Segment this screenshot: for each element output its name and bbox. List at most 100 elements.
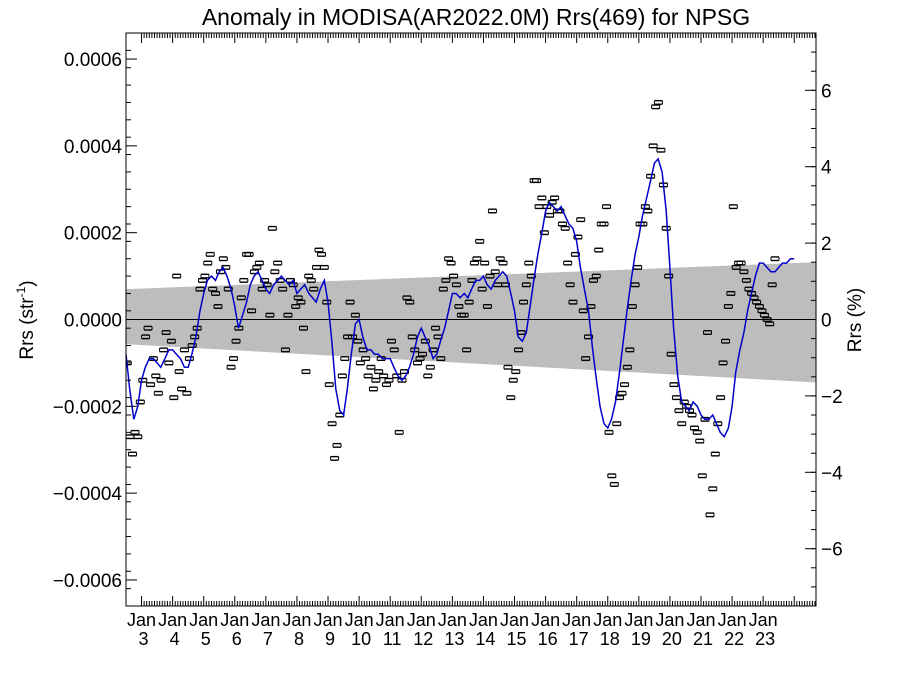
data-point <box>208 286 218 292</box>
data-point <box>130 429 140 435</box>
data-point <box>203 260 213 266</box>
data-point <box>397 377 407 383</box>
data-point <box>482 303 492 309</box>
data-point <box>161 330 171 336</box>
data-point <box>723 303 733 309</box>
data-point <box>283 312 293 318</box>
data-point <box>576 217 586 223</box>
data-point <box>229 356 239 362</box>
data-point <box>138 377 148 383</box>
right-tick-label: −6 <box>821 540 843 561</box>
x-tick-year: 10 <box>351 629 371 649</box>
x-tick-year: 3 <box>139 629 149 649</box>
data-point <box>495 256 505 262</box>
data-point <box>669 382 679 388</box>
data-point <box>431 325 441 331</box>
data-point <box>179 347 189 353</box>
data-point <box>736 260 746 266</box>
y-axis-left-title-main: Rrs (str <box>17 297 38 360</box>
data-point <box>291 303 301 309</box>
data-point <box>506 395 516 401</box>
data-point <box>550 195 560 201</box>
data-point <box>451 282 461 288</box>
data-point <box>371 377 381 383</box>
data-point <box>697 473 707 479</box>
data-point <box>381 382 391 388</box>
data-point <box>128 451 138 457</box>
data-point <box>361 356 371 362</box>
x-tick-year: 12 <box>413 629 433 649</box>
data-point <box>244 251 254 257</box>
data-point <box>337 373 347 379</box>
data-point <box>415 356 425 362</box>
data-point <box>480 260 490 266</box>
right-tick-label: 4 <box>821 158 832 179</box>
data-point <box>159 347 169 353</box>
data-point <box>464 299 474 305</box>
x-tick-month: Jan <box>314 610 343 630</box>
x-tick-month: Jan <box>655 610 684 630</box>
data-point <box>211 290 221 296</box>
data-point <box>174 369 184 375</box>
data-point <box>384 377 394 383</box>
data-point <box>648 143 658 149</box>
x-tick-year: 7 <box>263 629 273 649</box>
uncertainty-band <box>126 262 816 383</box>
x-tick-month: Jan <box>345 610 374 630</box>
left-y-axis: 0.0006 0.0004 0.0002 0.0000 −0.0002 −0.0004 −0… <box>53 32 137 607</box>
data-point <box>379 373 389 379</box>
data-point <box>324 382 334 388</box>
data-point <box>620 382 630 388</box>
data-point <box>327 421 337 427</box>
x-tick-month: Jan <box>500 610 529 630</box>
x-tick-year: 21 <box>693 629 713 649</box>
data-point <box>184 356 194 362</box>
x-tick-year: 6 <box>232 629 242 649</box>
data-point <box>754 303 764 309</box>
data-point <box>254 260 264 266</box>
data-point <box>752 299 762 305</box>
data-point <box>247 308 257 314</box>
data-point <box>612 421 622 427</box>
left-tick-label: −0.0002 <box>53 397 122 418</box>
data-point <box>560 225 570 231</box>
x-tick-year: 22 <box>724 629 744 649</box>
data-point <box>146 382 156 388</box>
x-tick-year: 5 <box>201 629 211 649</box>
x-tick-month: Jan <box>749 610 778 630</box>
data-point <box>708 486 718 492</box>
data-point <box>319 264 329 270</box>
y-axis-right-title: Rrs (%) <box>845 288 866 352</box>
right-tick-label: −4 <box>821 463 843 484</box>
x-axis: Jan3Jan4Jan5Jan6Jan7Jan8Jan9Jan10Jan11Ja… <box>127 33 816 649</box>
data-point <box>317 251 326 257</box>
data-point <box>462 347 472 353</box>
data-point <box>503 364 513 370</box>
data-point <box>588 277 598 283</box>
data-point <box>625 347 635 353</box>
data-point <box>172 273 182 279</box>
data-point <box>459 312 469 318</box>
x-tick-year: 8 <box>294 629 304 649</box>
data-point <box>312 264 322 270</box>
data-point <box>731 264 741 270</box>
data-point <box>166 338 176 344</box>
data-point <box>508 377 518 383</box>
y-axis-left-title-close: ) <box>17 280 38 286</box>
x-tick-year: 15 <box>506 629 526 649</box>
x-tick-month: Jan <box>718 610 747 630</box>
data-point <box>405 299 415 305</box>
data-point <box>705 512 715 518</box>
data-point <box>394 429 404 435</box>
data-point <box>418 351 428 357</box>
data-point <box>498 260 508 266</box>
data-point <box>477 286 487 292</box>
data-point <box>444 256 454 262</box>
data-point <box>436 356 446 362</box>
x-tick-month: Jan <box>562 610 591 630</box>
data-point <box>350 312 360 318</box>
data-point <box>511 369 521 375</box>
data-point <box>273 260 283 266</box>
x-tick-year: 23 <box>755 629 775 649</box>
data-point <box>581 356 591 362</box>
